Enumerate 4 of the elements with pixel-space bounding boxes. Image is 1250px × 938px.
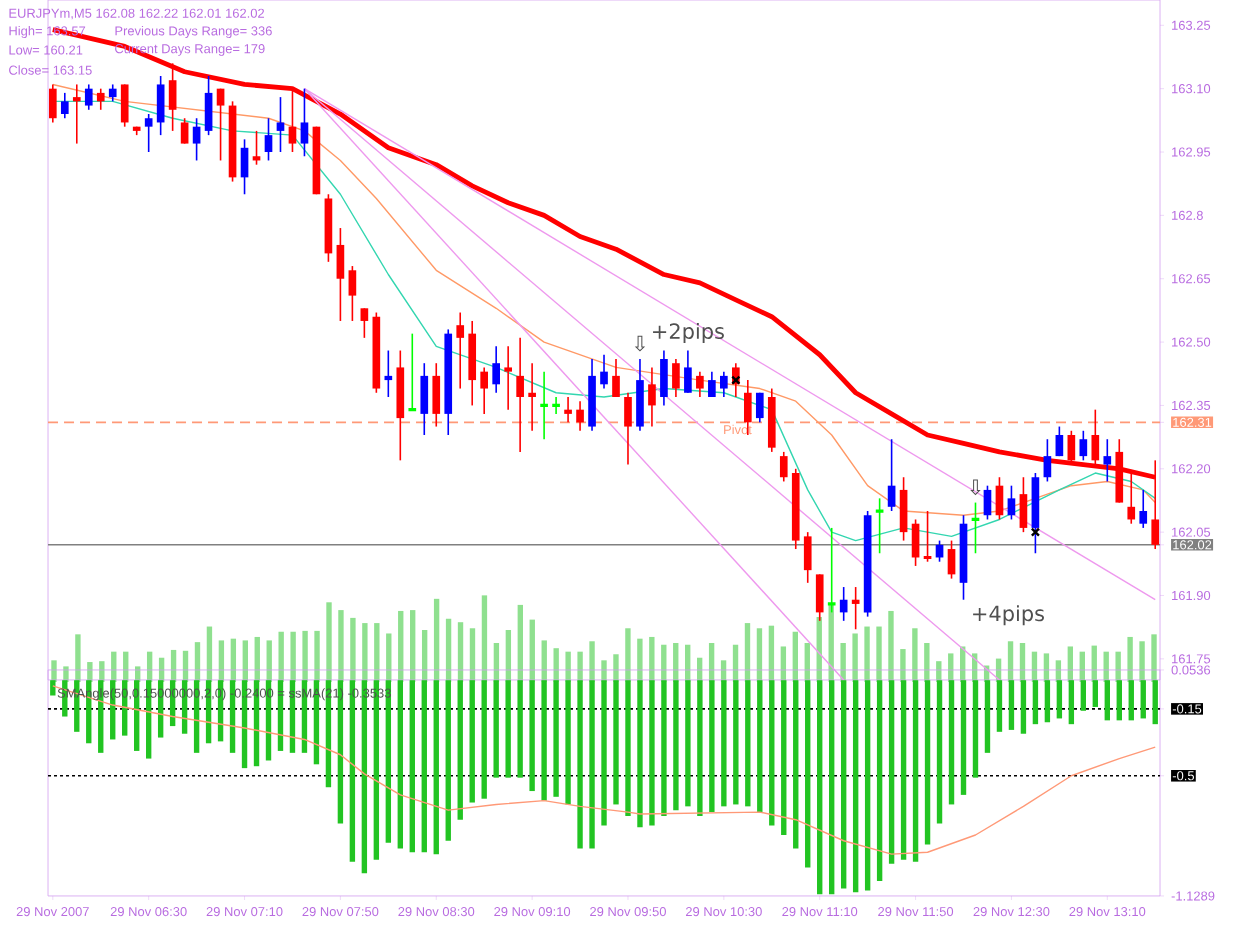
- annotation: +2pips: [653, 322, 724, 344]
- annotation: ⇩: [970, 479, 981, 496]
- annotation: ⇩: [634, 335, 646, 352]
- annotation: +4pips: [973, 605, 1044, 626]
